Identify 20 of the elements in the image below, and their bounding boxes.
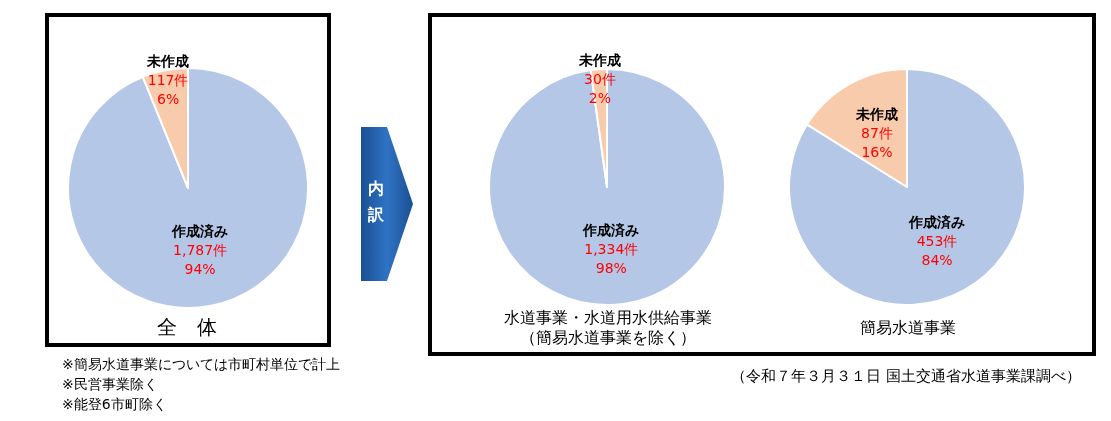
data-label: 87件 16% [861,124,893,160]
data-label: 1,334件 98% [584,240,639,276]
data-label: 1,787件 94% [173,241,228,277]
text: ※簡易水道事業については市町村単位で計上 [62,355,340,374]
text: 内訳 [367,178,385,226]
text: 水道事業・水道用水供給事業（簡易水道事業を除く） [504,307,712,347]
data-label: 453件 84% [916,233,958,269]
text: 簡易水道事業 [860,317,956,337]
slice-label: 未作成 [146,53,190,70]
data-label: 30件 2% [584,71,616,107]
data-label: 117件 6% [147,72,189,108]
text: ※能登6市町除く [62,395,168,414]
slice-label: 作成済み [908,214,966,231]
slice-label: 未作成 [854,105,898,122]
slice-label: 作成済み [171,222,229,239]
text: ※民営事業除く [62,375,159,394]
text: 全 体 [157,315,217,339]
slice-label: 未作成 [577,52,621,69]
slice-label: 作成済み [582,221,640,238]
text: （令和７年３月３１日 国土交通省水道事業課調べ） [731,366,1081,386]
